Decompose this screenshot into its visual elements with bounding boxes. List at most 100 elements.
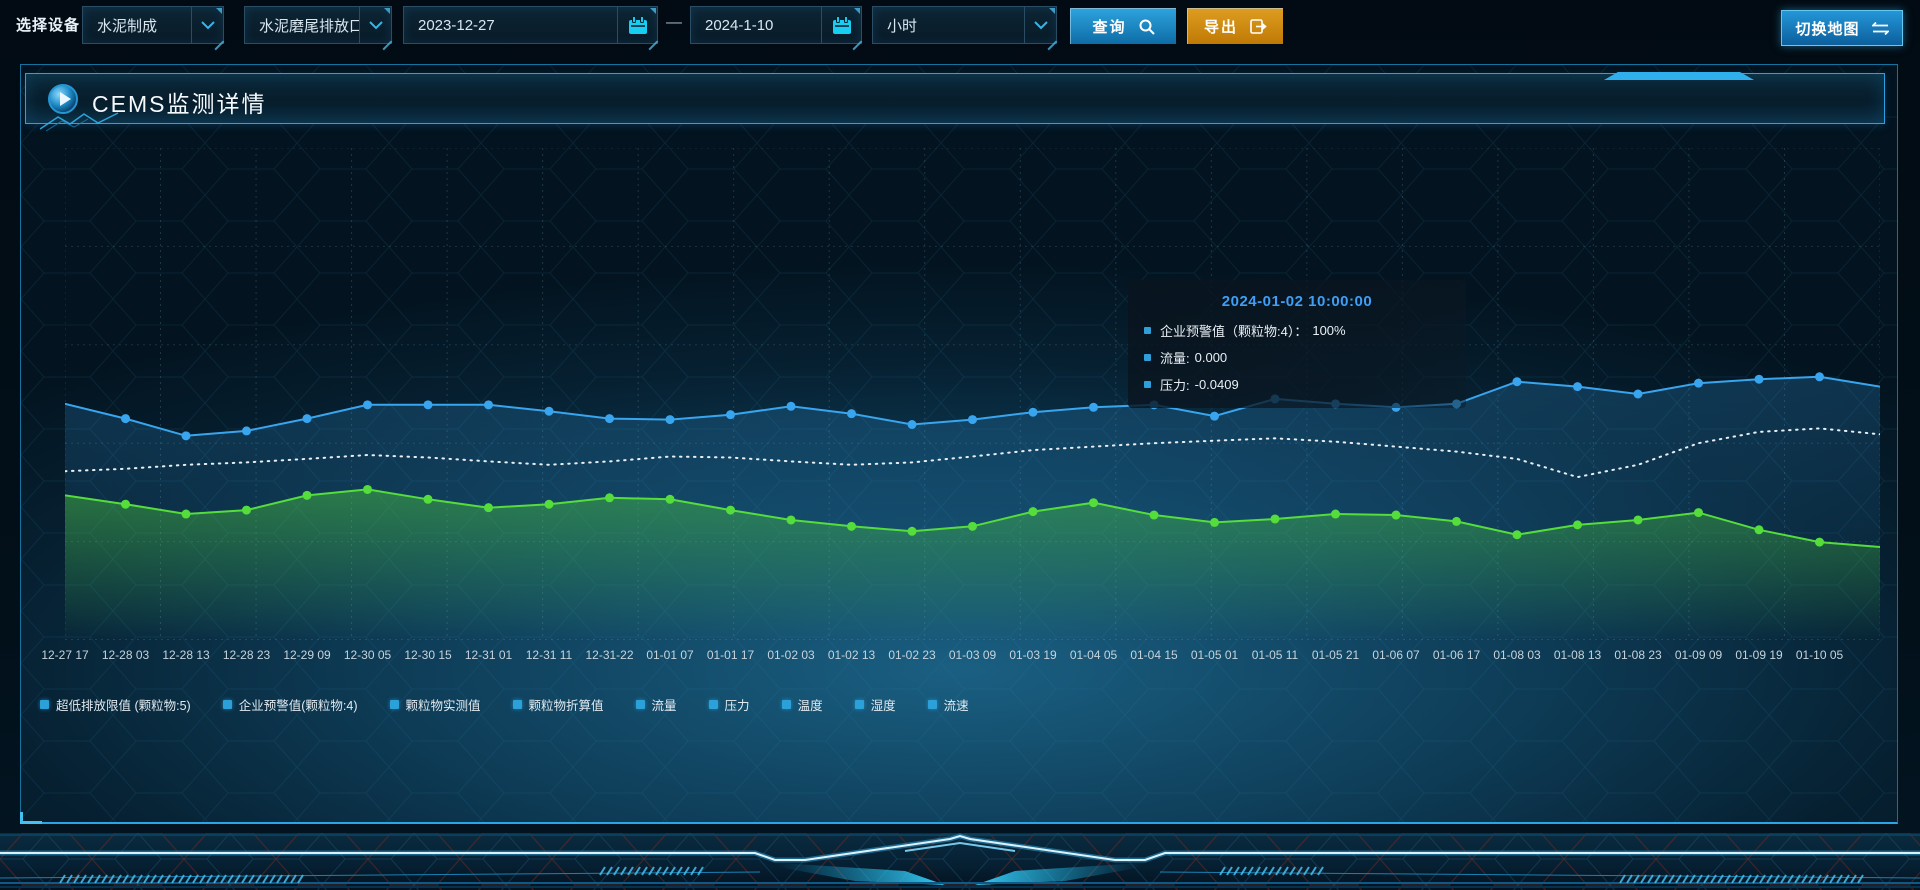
data-point[interactable]: [605, 493, 614, 503]
data-point[interactable]: [786, 401, 796, 411]
data-point[interactable]: [1815, 372, 1824, 382]
legend-item[interactable]: 流量: [635, 695, 677, 714]
legend-item[interactable]: 超低排放限值 (颗粒物:5): [40, 695, 191, 714]
data-point[interactable]: [665, 494, 675, 504]
chart-series: [65, 372, 1880, 640]
play-icon[interactable]: [48, 84, 78, 114]
data-point[interactable]: [1149, 510, 1159, 520]
data-point[interactable]: [1512, 377, 1522, 387]
panel-title: CEMS监测详情: [92, 91, 267, 117]
data-point[interactable]: [181, 431, 191, 441]
data-point[interactable]: [1694, 378, 1703, 388]
data-point[interactable]: [605, 414, 614, 424]
chevron-down-icon[interactable]: [1024, 7, 1056, 43]
data-point[interactable]: [544, 406, 554, 416]
data-point[interactable]: [1331, 509, 1340, 519]
line-chart[interactable]: [65, 148, 1880, 640]
data-point[interactable]: [302, 490, 312, 500]
data-point[interactable]: [847, 409, 856, 419]
data-point[interactable]: [363, 400, 372, 410]
swap-arrows-icon: [1871, 21, 1889, 35]
export-button[interactable]: 导出: [1187, 8, 1283, 44]
data-point[interactable]: [1210, 517, 1219, 527]
data-point[interactable]: [242, 426, 251, 436]
tooltip-row-label: 压力:: [1160, 378, 1190, 393]
data-point[interactable]: [1089, 402, 1098, 412]
data-point[interactable]: [484, 400, 493, 410]
x-axis-label: 01-05 01: [1190, 648, 1239, 662]
data-point[interactable]: [1573, 520, 1582, 530]
data-point[interactable]: [1573, 382, 1582, 392]
data-point[interactable]: [121, 499, 130, 509]
tooltip-row-value: -0.0409: [1194, 377, 1239, 392]
outlet-select[interactable]: 水泥磨尾排放口: [244, 6, 392, 44]
data-point[interactable]: [907, 420, 917, 430]
data-point[interactable]: [1512, 530, 1522, 540]
legend-item[interactable]: 压力: [708, 695, 750, 714]
data-point[interactable]: [1815, 537, 1824, 547]
data-point[interactable]: [121, 414, 130, 424]
x-axis-label: 01-06 17: [1432, 648, 1481, 662]
data-point[interactable]: [1452, 516, 1461, 526]
data-point[interactable]: [1391, 510, 1401, 520]
data-point[interactable]: [423, 494, 433, 504]
data-point[interactable]: [1089, 498, 1098, 508]
legend-marker-icon: [222, 700, 232, 709]
legend-item[interactable]: 颗粒物折算值: [512, 695, 604, 714]
device-select-label: 选择设备: [16, 17, 81, 34]
data-point[interactable]: [1028, 507, 1038, 517]
data-point[interactable]: [907, 526, 917, 536]
data-point[interactable]: [423, 400, 433, 410]
chevron-down-icon[interactable]: [191, 7, 223, 43]
data-point[interactable]: [726, 410, 735, 420]
query-button[interactable]: 查询: [1070, 8, 1176, 44]
data-point[interactable]: [1028, 407, 1038, 417]
data-point[interactable]: [1633, 389, 1643, 399]
data-point[interactable]: [484, 503, 493, 513]
legend-item[interactable]: 湿度: [854, 695, 896, 714]
data-point[interactable]: [1754, 525, 1764, 535]
legend-item[interactable]: 流速: [927, 695, 969, 714]
chevron-down-icon[interactable]: [359, 7, 391, 43]
end-date-picker[interactable]: 2024-1-10: [690, 6, 862, 44]
data-point[interactable]: [181, 509, 191, 519]
calendar-icon[interactable]: [821, 7, 861, 43]
production-line-select[interactable]: 水泥制成: [82, 6, 224, 44]
data-point[interactable]: [1754, 374, 1764, 384]
chart-legend: 超低排放限值 (颗粒物:5) 企业预警值(颗粒物:4) 颗粒物实测值 颗粒物折算值 流量…: [40, 695, 969, 714]
data-point[interactable]: [1633, 515, 1643, 525]
data-point[interactable]: [363, 484, 372, 494]
interval-value: 小时: [887, 17, 918, 35]
legend-item[interactable]: 温度: [781, 695, 823, 714]
data-point[interactable]: [242, 505, 251, 515]
switch-map-button[interactable]: 切换地图: [1781, 10, 1903, 46]
x-axis-label: 12-28 03: [101, 648, 150, 662]
data-point[interactable]: [665, 415, 675, 425]
legend-item[interactable]: 企业预警值(颗粒物:4): [222, 695, 358, 714]
data-point[interactable]: [1694, 508, 1703, 518]
data-point[interactable]: [968, 415, 977, 425]
data-point[interactable]: [968, 521, 977, 531]
legend-marker-icon: [40, 700, 49, 709]
query-button-label: 查询: [1092, 19, 1127, 36]
data-point[interactable]: [302, 414, 312, 424]
legend-label: 颗粒物折算值: [528, 699, 604, 713]
data-point[interactable]: [786, 515, 796, 525]
x-axis-label: 01-10 05: [1795, 648, 1844, 662]
legend-item[interactable]: 颗粒物实测值: [389, 695, 481, 714]
data-point[interactable]: [847, 521, 856, 531]
interval-select[interactable]: 小时: [872, 6, 1057, 44]
calendar-icon[interactable]: [617, 7, 657, 43]
data-point[interactable]: [1270, 514, 1280, 524]
x-axis-label: 01-02 03: [767, 648, 815, 662]
x-axis-label: 01-02 23: [888, 648, 936, 662]
data-point[interactable]: [544, 499, 554, 509]
tooltip-row-value: 100%: [1312, 323, 1346, 338]
start-date-picker[interactable]: 2023-12-27: [403, 6, 658, 44]
data-point[interactable]: [1210, 411, 1219, 421]
data-point[interactable]: [726, 505, 735, 515]
x-axis-label: 01-09 19: [1735, 648, 1783, 662]
x-axis-label: 01-02 13: [827, 648, 876, 662]
start-date-value: 2023-12-27: [418, 16, 495, 34]
